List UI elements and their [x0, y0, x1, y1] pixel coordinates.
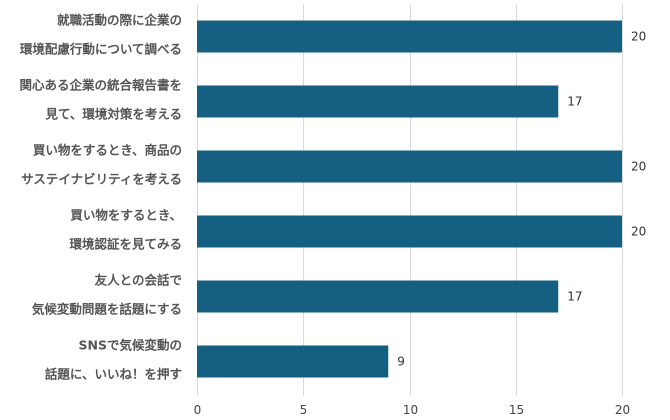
bars [197, 20, 622, 378]
category-label: 環境認証を見てみる [69, 237, 182, 252]
x-tick-label: 10 [403, 403, 418, 417]
bar [197, 20, 622, 53]
bar [197, 150, 622, 183]
category-label: サステイナビリティを考える [21, 172, 182, 187]
category-label: 買い物をするとき、 [70, 208, 182, 223]
bar [197, 280, 559, 313]
category-label: 就職活動の際に企業の [57, 13, 182, 28]
data-label: 20 [631, 30, 646, 44]
x-tick-label: 20 [615, 403, 630, 417]
category-label: 気候変動問題を話題にする [32, 302, 182, 317]
x-tick-label: 15 [509, 403, 524, 417]
bar [197, 345, 389, 378]
x-axis-ticks: 0 5 10 15 20 [194, 403, 630, 417]
data-label: 20 [631, 225, 646, 239]
x-tick-label: 5 [300, 403, 308, 417]
category-label: 買い物をするとき、商品の [33, 143, 182, 158]
gridlines [197, 4, 623, 396]
category-label: 話題に、いいね！を押す [45, 367, 182, 382]
data-label: 17 [567, 290, 582, 304]
category-label: 友人との会話で [94, 273, 182, 288]
bar [197, 85, 559, 118]
x-tick-label: 0 [194, 403, 202, 417]
data-label: 17 [567, 95, 582, 109]
category-labels: 就職活動の際に企業の環境配慮行動について調べる関心ある企業の統合報告書を見て、環… [19, 13, 182, 382]
category-label: 環境配慮行動について調べる [20, 42, 182, 57]
data-labels: 20 17 20 20 17 9 [397, 30, 646, 369]
category-label: 関心ある企業の統合報告書を [19, 78, 182, 93]
data-label: 9 [397, 355, 405, 369]
bar [197, 215, 622, 248]
category-label: SNSで気候変動の [79, 338, 182, 353]
data-label: 20 [631, 160, 646, 174]
category-label: 見て、環境対策を考える [44, 107, 182, 122]
